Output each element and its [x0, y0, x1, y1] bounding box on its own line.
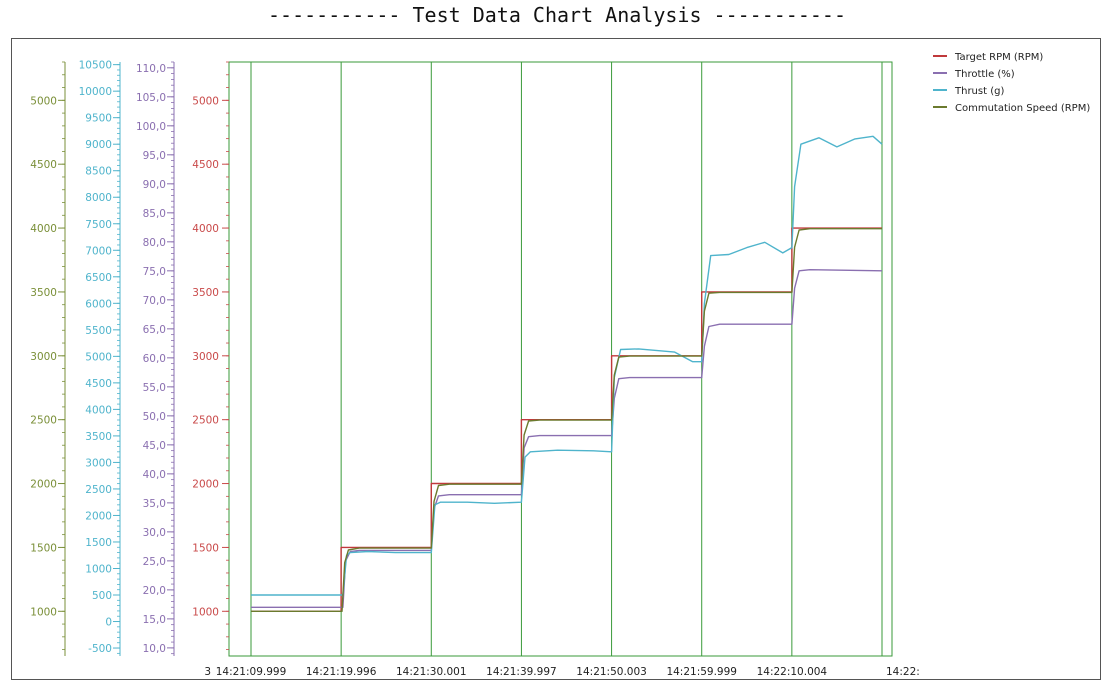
legend-entry: Target RPM (RPM) [954, 52, 1043, 63]
x-tick-label: 14:21:50.003 [576, 666, 647, 678]
throttle-tick-label: 50,0 [143, 411, 166, 423]
rpm_outer-tick-label: 2500 [30, 415, 57, 427]
throttle-tick-label: 25,0 [143, 556, 166, 568]
thrust-tick-label: 4500 [85, 378, 112, 390]
throttle-tick-label: 10,0 [143, 643, 166, 655]
thrust-tick-label: 5000 [85, 351, 112, 363]
x-tick-label: 14:21:59.999 [666, 666, 737, 678]
series-line-4 [251, 227, 882, 612]
throttle-tick-label: 100,0 [136, 121, 166, 133]
throttle-tick-label: 45,0 [143, 440, 166, 452]
throttle-tick-label: 20,0 [143, 585, 166, 597]
rpm_inner-tick-label: 2000 [192, 479, 219, 491]
legend-entry: Thrust (g) [954, 86, 1004, 97]
thrust-tick-label: 6500 [85, 272, 112, 284]
throttle-tick-label: 35,0 [143, 498, 166, 510]
rpm_inner-tick-label: 3000 [192, 351, 219, 363]
x-tick-label: 14:21:09.999 [216, 666, 287, 678]
throttle-tick-label: 80,0 [143, 237, 166, 249]
rpm_outer-tick-label: 1500 [30, 542, 57, 554]
x-tick-label: 14:22: [886, 666, 920, 678]
rpm_outer-tick-label: 4000 [30, 223, 57, 235]
rpm_inner-tick-label: 2500 [192, 415, 219, 427]
throttle-tick-label: 65,0 [143, 324, 166, 336]
thrust-tick-label: 7500 [85, 219, 112, 231]
thrust-tick-label: 7000 [85, 245, 112, 257]
thrust-tick-label: 10500 [79, 60, 112, 72]
thrust-tick-label: 4000 [85, 404, 112, 416]
thrust-tick-label: 9000 [85, 139, 112, 151]
x-tick-label: 3 [204, 666, 211, 678]
rpm_outer-tick-label: 1000 [30, 606, 57, 618]
thrust-tick-label: 8500 [85, 166, 112, 178]
rpm_outer-tick-label: 4500 [30, 159, 57, 171]
rpm_inner-tick-label: 4500 [192, 159, 219, 171]
throttle-tick-label: 105,0 [136, 92, 166, 104]
thrust-tick-label: 2000 [85, 510, 112, 522]
rpm_outer-tick-label: 2000 [30, 479, 57, 491]
chart-title: ----------- Test Data Chart Analysis ---… [268, 3, 846, 27]
chart-frame: 1000 1500 2000 2500 3000 3500 4000 4500 5000 -500… [11, 38, 1101, 680]
thrust-tick-label: 0 [105, 617, 112, 629]
series-line-3 [251, 135, 883, 596]
throttle-tick-label: 55,0 [143, 382, 166, 394]
x-tick-label: 14:21:39.997 [486, 666, 557, 678]
thrust-tick-label: 10000 [79, 86, 112, 98]
thrust-tick-label: 8000 [85, 192, 112, 204]
thrust-tick-label: 6000 [85, 298, 112, 310]
throttle-tick-label: 85,0 [143, 208, 166, 220]
throttle-tick-label: 90,0 [143, 179, 166, 191]
x-tick-label: 14:21:19.996 [306, 666, 377, 678]
throttle-tick-label: 95,0 [143, 150, 166, 162]
thrust-tick-label: 3500 [85, 431, 112, 443]
throttle-tick-label: 60,0 [143, 353, 166, 365]
line-chart: 100015002000250030003500400045005000-500… [30, 52, 1090, 678]
legend-entry: Commutation Speed (RPM) [955, 103, 1090, 114]
rpm_inner-tick-label: 5000 [192, 95, 219, 107]
thrust-tick-label: 1500 [85, 537, 112, 549]
thrust-tick-label: 2500 [85, 484, 112, 496]
rpm_outer-tick-label: 3500 [30, 287, 57, 299]
throttle-tick-label: 110,0 [136, 63, 166, 75]
throttle-tick-label: 40,0 [143, 469, 166, 481]
plot-area [228, 61, 893, 657]
rpm_inner-tick-label: 3500 [192, 287, 219, 299]
thrust-tick-label: 500 [92, 590, 112, 602]
throttle-tick-label: 70,0 [143, 295, 166, 307]
thrust-tick-label: -500 [88, 643, 112, 655]
rpm_outer-tick-label: 3000 [30, 351, 57, 363]
throttle-tick-label: 75,0 [143, 266, 166, 278]
x-tick-label: 14:22:10.004 [757, 666, 828, 678]
series-line-2 [251, 268, 883, 608]
thrust-tick-label: 1000 [85, 563, 112, 575]
rpm_inner-tick-label: 4000 [192, 223, 219, 235]
rpm_inner-tick-label: 1500 [192, 542, 219, 554]
thrust-tick-label: 5500 [85, 325, 112, 337]
legend-entry: Throttle (%) [954, 69, 1015, 80]
x-tick-label: 14:21:30.001 [396, 666, 467, 678]
thrust-tick-label: 3000 [85, 457, 112, 469]
throttle-tick-label: 30,0 [143, 527, 166, 539]
thrust-tick-label: 9500 [85, 113, 112, 125]
rpm_outer-tick-label: 5000 [30, 95, 57, 107]
throttle-tick-label: 15,0 [143, 614, 166, 626]
rpm_inner-tick-label: 1000 [192, 606, 219, 618]
